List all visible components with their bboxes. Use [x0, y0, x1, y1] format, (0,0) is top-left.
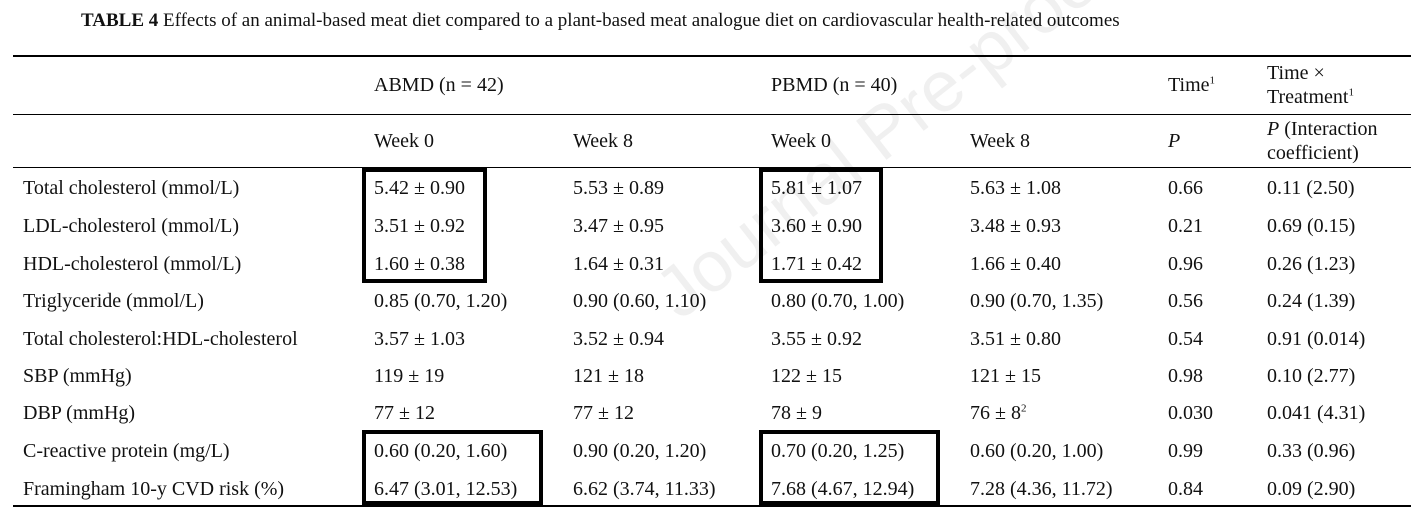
time-p-value: 0.98	[1168, 365, 1203, 387]
highlight-box-abmd-lipids	[362, 168, 487, 283]
time-p-value: 0.030	[1168, 402, 1213, 424]
time-p-value: 0.84	[1168, 478, 1203, 500]
time-p-value: 0.21	[1168, 215, 1203, 237]
header-time-x-treatment: Time × Treatment1	[1267, 62, 1354, 108]
row-label: LDL-cholesterol (mmol/L)	[23, 215, 240, 237]
header-pbmd: PBMD (n = 40)	[771, 74, 898, 96]
time-p-value: 0.56	[1168, 290, 1203, 312]
abmd-week8-value: 0.90 (0.20, 1.20)	[573, 440, 707, 462]
time-p-value: 0.99	[1168, 440, 1203, 462]
abmd-week0-value: 6.47 (3.01, 12.53)	[374, 478, 518, 500]
body-divider	[13, 167, 1411, 168]
abmd-week8-value: 0.90 (0.60, 1.10)	[573, 290, 707, 312]
abmd-week0-value: 3.57 ± 1.03	[374, 328, 465, 350]
abmd-week0-value: 0.60 (0.20, 1.60)	[374, 440, 508, 462]
pbmd-week8-value: 76 ± 82	[970, 402, 1027, 424]
row-label: Triglyceride (mmol/L)	[23, 290, 204, 312]
table-caption: TABLE 4 Effects of an animal-based meat …	[81, 10, 1120, 32]
time-p-value: 0.96	[1168, 253, 1203, 275]
abmd-week8-value: 77 ± 12	[573, 402, 634, 424]
top-rule	[13, 55, 1411, 57]
abmd-week8-value: 3.47 ± 0.95	[573, 215, 664, 237]
abmd-week0-value: 119 ± 19	[374, 365, 445, 387]
header-abmd: ABMD (n = 42)	[374, 74, 504, 96]
abmd-week8-value: 3.52 ± 0.94	[573, 328, 664, 350]
highlight-box-abmd-crp-cvd	[362, 430, 543, 505]
bottom-rule	[13, 505, 1411, 507]
abmd-week0-value: 5.42 ± 0.90	[374, 177, 465, 199]
footnote-marker: 2	[1020, 402, 1027, 415]
interaction-p-value: 0.10 (2.77)	[1267, 365, 1356, 387]
time-p-value: 0.54	[1168, 328, 1203, 350]
pbmd-week0-value: 0.70 (0.20, 1.25)	[771, 440, 905, 462]
abmd-week0-value: 77 ± 12	[374, 402, 435, 424]
pbmd-week8-value: 0.60 (0.20, 1.00)	[970, 440, 1104, 462]
header-p-interaction: P (Interaction coefficient)	[1267, 118, 1378, 164]
abmd-week8-value: 6.62 (3.74, 11.33)	[573, 478, 716, 500]
time-p-value: 0.66	[1168, 177, 1203, 199]
abmd-week8-value: 121 ± 18	[573, 365, 644, 387]
interaction-p-value: 0.11 (2.50)	[1267, 177, 1355, 199]
pbmd-week0-value: 3.60 ± 0.90	[771, 215, 862, 237]
interaction-p-value: 0.041 (4.31)	[1267, 402, 1366, 424]
interaction-p-value: 0.24 (1.39)	[1267, 290, 1356, 312]
abmd-week0-value: 1.60 ± 0.38	[374, 253, 465, 275]
table-title: Effects of an animal-based meat diet com…	[163, 10, 1120, 31]
pbmd-week0-value: 5.81 ± 1.07	[771, 177, 862, 199]
header-pbmd-week8: Week 8	[970, 130, 1031, 152]
abmd-week8-value: 1.64 ± 0.31	[573, 253, 664, 275]
pbmd-week8-value: 121 ± 15	[970, 365, 1041, 387]
row-label: DBP (mmHg)	[23, 402, 136, 424]
pbmd-week8-value: 3.51 ± 0.80	[970, 328, 1061, 350]
pbmd-week0-value: 1.71 ± 0.42	[771, 253, 862, 275]
row-label: Framingham 10-y CVD risk (%)	[23, 478, 285, 500]
pbmd-week0-value: 7.68 (4.67, 12.94)	[771, 478, 915, 500]
pbmd-week8-value: 5.63 ± 1.08	[970, 177, 1061, 199]
table-label: TABLE 4	[81, 10, 159, 31]
pbmd-week8-value: 1.66 ± 0.40	[970, 253, 1061, 275]
pbmd-week0-value: 122 ± 15	[771, 365, 842, 387]
pbmd-week8-value: 0.90 (0.70, 1.35)	[970, 290, 1104, 312]
row-label: SBP (mmHg)	[23, 365, 132, 387]
abmd-week0-value: 3.51 ± 0.92	[374, 215, 465, 237]
row-label: HDL-cholesterol (mmol/L)	[23, 253, 242, 275]
header-p: P	[1168, 130, 1181, 152]
interaction-p-value: 0.69 (0.15)	[1267, 215, 1356, 237]
pbmd-week8-value: 7.28 (4.36, 11.72)	[970, 478, 1113, 500]
pbmd-week0-value: 0.80 (0.70, 1.00)	[771, 290, 905, 312]
header-abmd-week8: Week 8	[573, 130, 634, 152]
row-label: Total cholesterol (mmol/L)	[23, 177, 240, 199]
header-abmd-week0: Week 0	[374, 130, 435, 152]
pbmd-week8-value: 3.48 ± 0.93	[970, 215, 1061, 237]
row-label: Total cholesterol:HDL-cholesterol	[23, 328, 298, 350]
header-divider	[13, 114, 1411, 115]
interaction-p-value: 0.09 (2.90)	[1267, 478, 1356, 500]
abmd-week0-value: 0.85 (0.70, 1.20)	[374, 290, 508, 312]
interaction-p-value: 0.26 (1.23)	[1267, 253, 1356, 275]
abmd-week8-value: 5.53 ± 0.89	[573, 177, 664, 199]
row-label: C-reactive protein (mg/L)	[23, 440, 230, 462]
pbmd-week0-value: 3.55 ± 0.92	[771, 328, 862, 350]
interaction-p-value: 0.33 (0.96)	[1267, 440, 1356, 462]
header-time: Time1	[1168, 74, 1216, 96]
pbmd-week0-value: 78 ± 9	[771, 402, 822, 424]
highlight-box-pbmd-lipids	[759, 168, 883, 283]
highlight-box-pbmd-crp-cvd	[759, 430, 940, 505]
interaction-p-value: 0.91 (0.014)	[1267, 328, 1366, 350]
header-pbmd-week0: Week 0	[771, 130, 832, 152]
